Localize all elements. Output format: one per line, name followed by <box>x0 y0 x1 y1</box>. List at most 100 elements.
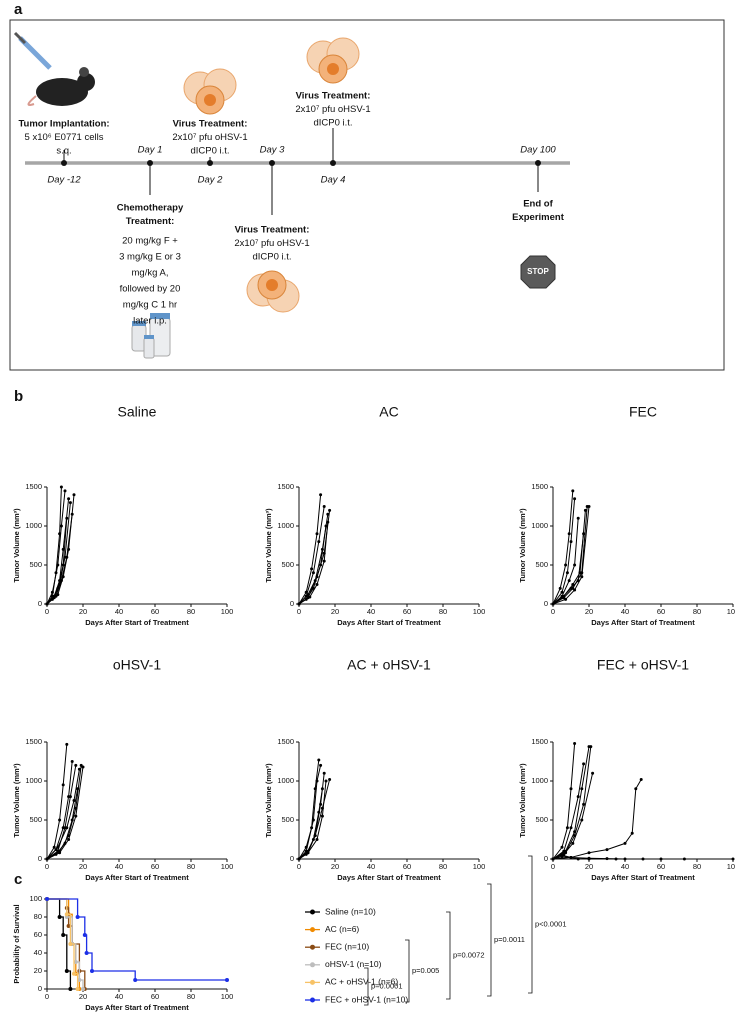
data-point <box>587 857 591 861</box>
x-tick-label: 20 <box>331 862 339 871</box>
data-point <box>641 857 645 861</box>
legend-marker <box>310 997 315 1003</box>
data-point <box>328 777 332 781</box>
event-text: 3 mg/kg E or 3 <box>119 252 181 263</box>
data-point <box>580 787 584 791</box>
data-point <box>551 602 555 606</box>
growth-line <box>298 759 320 860</box>
data-point <box>311 586 315 590</box>
event-day: Day 2 <box>198 175 224 186</box>
data-point <box>605 848 609 852</box>
data-point <box>567 532 571 536</box>
x-tick-label: 0 <box>45 862 49 871</box>
data-point <box>573 588 577 592</box>
data-point <box>304 597 308 601</box>
event-text: mg/kg A, <box>132 268 169 279</box>
legend-label: AC + oHSV-1 (n=6) <box>325 977 398 987</box>
data-point <box>50 597 54 601</box>
p-bracket <box>446 911 451 1000</box>
data-point <box>589 745 593 749</box>
data-point <box>82 933 87 937</box>
virus-icon <box>183 68 237 115</box>
data-point <box>317 810 321 814</box>
legend-marker <box>310 927 315 933</box>
x-axis-title: Days After Start of Treatment <box>337 618 441 627</box>
growth-line <box>552 779 642 860</box>
data-point <box>580 818 584 822</box>
event-text: 5 x10⁶ E0771 cells <box>25 132 104 143</box>
event-dot <box>207 160 213 166</box>
growth-line <box>298 522 329 605</box>
data-point <box>319 563 323 567</box>
data-point <box>587 851 591 855</box>
data-point <box>317 540 321 544</box>
x-tick-label: 0 <box>551 862 555 871</box>
y-tick-label: 0 <box>38 854 42 863</box>
legend-label: FEC (n=10) <box>325 941 369 951</box>
data-point <box>81 765 85 769</box>
data-point <box>569 855 573 859</box>
data-point <box>54 852 58 856</box>
data-point <box>560 845 564 849</box>
legend-label: Saline (n=10) <box>325 906 376 916</box>
bottles-icon <box>131 313 171 359</box>
data-point <box>322 559 326 563</box>
data-point <box>67 838 71 841</box>
event-day: Day -12 <box>47 175 81 186</box>
data-point <box>74 763 78 767</box>
data-point <box>72 971 76 976</box>
data-point <box>61 575 65 579</box>
legend-marker <box>310 979 315 985</box>
data-point <box>560 596 564 600</box>
event-title: Tumor Implantation: <box>18 119 109 130</box>
y-tick-label: 1500 <box>277 737 294 746</box>
data-point <box>564 597 568 601</box>
y-tick-label: 100 <box>29 894 42 903</box>
y-axis-title: Tumor Volume (mm³) <box>12 763 21 838</box>
survival-line <box>47 898 79 989</box>
data-point <box>90 969 94 973</box>
event-dot <box>147 160 153 166</box>
data-point <box>324 779 328 783</box>
x-axis-title: Days After Start of Treatment <box>337 873 441 882</box>
panel-label: a <box>14 1 23 18</box>
y-tick-label: 20 <box>34 966 42 975</box>
y-tick-label: 60 <box>34 930 42 939</box>
data-point <box>659 857 663 861</box>
p-bracket <box>364 967 369 1006</box>
data-point <box>311 571 315 575</box>
p-value: p=0.005 <box>412 966 439 975</box>
y-tick-label: 1000 <box>25 776 42 785</box>
data-point <box>63 489 67 493</box>
event-text: dICP0 i.t. <box>252 252 291 263</box>
event-dot <box>269 160 275 166</box>
data-point <box>560 590 564 594</box>
data-point <box>320 814 324 818</box>
data-point <box>297 602 301 606</box>
chart-title: AC + oHSV-1 <box>347 657 431 673</box>
y-tick-label: 500 <box>281 560 294 569</box>
y-tick-label: 1500 <box>531 737 548 746</box>
y-tick-label: 500 <box>29 560 42 569</box>
data-point <box>569 540 573 544</box>
x-tick-label: 40 <box>115 862 123 871</box>
x-tick-label: 80 <box>187 992 195 1001</box>
data-point <box>317 758 321 762</box>
x-tick-label: 20 <box>585 862 593 871</box>
event-day: Day 3 <box>260 145 286 156</box>
data-point <box>614 857 618 861</box>
y-tick-label: 0 <box>38 984 42 993</box>
x-tick-label: 40 <box>115 607 123 616</box>
data-point <box>50 590 54 594</box>
data-point <box>73 960 78 964</box>
data-point <box>56 593 60 597</box>
data-point <box>61 783 65 787</box>
event-text: 20 mg/kg F + <box>122 236 178 247</box>
chart-title: AC <box>379 404 398 420</box>
data-point <box>326 520 330 524</box>
x-tick-label: 20 <box>331 607 339 616</box>
data-point <box>133 978 138 982</box>
data-point <box>560 853 564 857</box>
event-title: Virus Treatment: <box>173 119 248 130</box>
data-point <box>583 508 587 512</box>
